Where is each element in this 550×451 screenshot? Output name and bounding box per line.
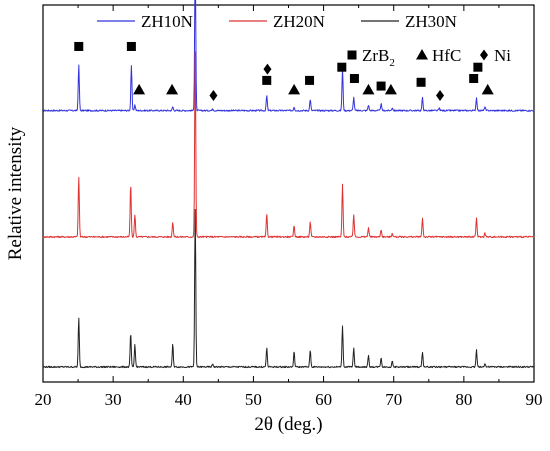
phase-marker-triangle [133,83,146,95]
phase-marker-square [305,75,315,85]
series-line-zh10n [42,0,535,112]
x-tick-label: 80 [455,390,472,409]
phase-marker-square [74,41,84,51]
phase-marker-layer [74,41,494,101]
phase-marker-square [469,74,479,84]
phase-legend-label: HfC [432,46,461,65]
phase-legend-square-icon [347,50,357,60]
x-tick-label: 50 [245,390,262,409]
legend-label-zh20n: ZH20N [273,12,325,31]
phase-legend-label-main: HfC [432,46,461,65]
phase-marker-square [262,75,272,85]
phase-marker-square [349,74,359,84]
phase-marker-square [126,41,136,51]
phase-marker-triangle [481,83,494,95]
phase-marker-triangle [362,83,375,95]
x-tick-label: 40 [175,390,192,409]
phase-marker-square [376,81,386,91]
x-tick-label: 60 [315,390,332,409]
phase-legend-label-main: ZrB [362,46,389,65]
phase-marker-triangle [384,83,397,95]
phase-legend-label-main: Ni [494,46,511,65]
phase-legend-diamond-icon [480,49,488,61]
x-tick-label: 90 [526,390,543,409]
series-line-zh20n [42,51,535,239]
series-legend: ZH10N ZH20N ZH30N [97,12,457,31]
phase-legend-label: Ni [494,46,511,65]
phase-marker-triangle [288,83,301,95]
x-tick-label: 20 [35,390,52,409]
y-axis-title: Relative intensity [5,126,26,260]
phase-marker-square [337,62,347,72]
phase-legend: ZrB2 HfC Ni [347,46,511,69]
x-axis-title: 2θ (deg.) [254,414,322,435]
phase-marker-diamond [436,89,445,101]
phase-marker-triangle [166,83,179,95]
phase-marker-diamond [263,63,272,75]
x-axis-ticks: 20 30 40 50 60 70 80 90 [35,5,543,409]
phase-legend-label: ZrB2 [362,46,395,69]
phase-marker-square [473,62,483,72]
series-line-zh30n [42,208,535,369]
phase-legend-label-sub: 2 [389,57,395,69]
legend-label-zh10n: ZH10N [141,12,193,31]
phase-marker-diamond [209,89,218,101]
series-layer [42,0,535,369]
phase-marker-square [416,77,426,87]
phase-legend-triangle-icon [416,49,428,60]
x-tick-label: 70 [385,390,402,409]
legend-label-zh30n: ZH30N [405,12,457,31]
x-tick-label: 30 [105,390,122,409]
